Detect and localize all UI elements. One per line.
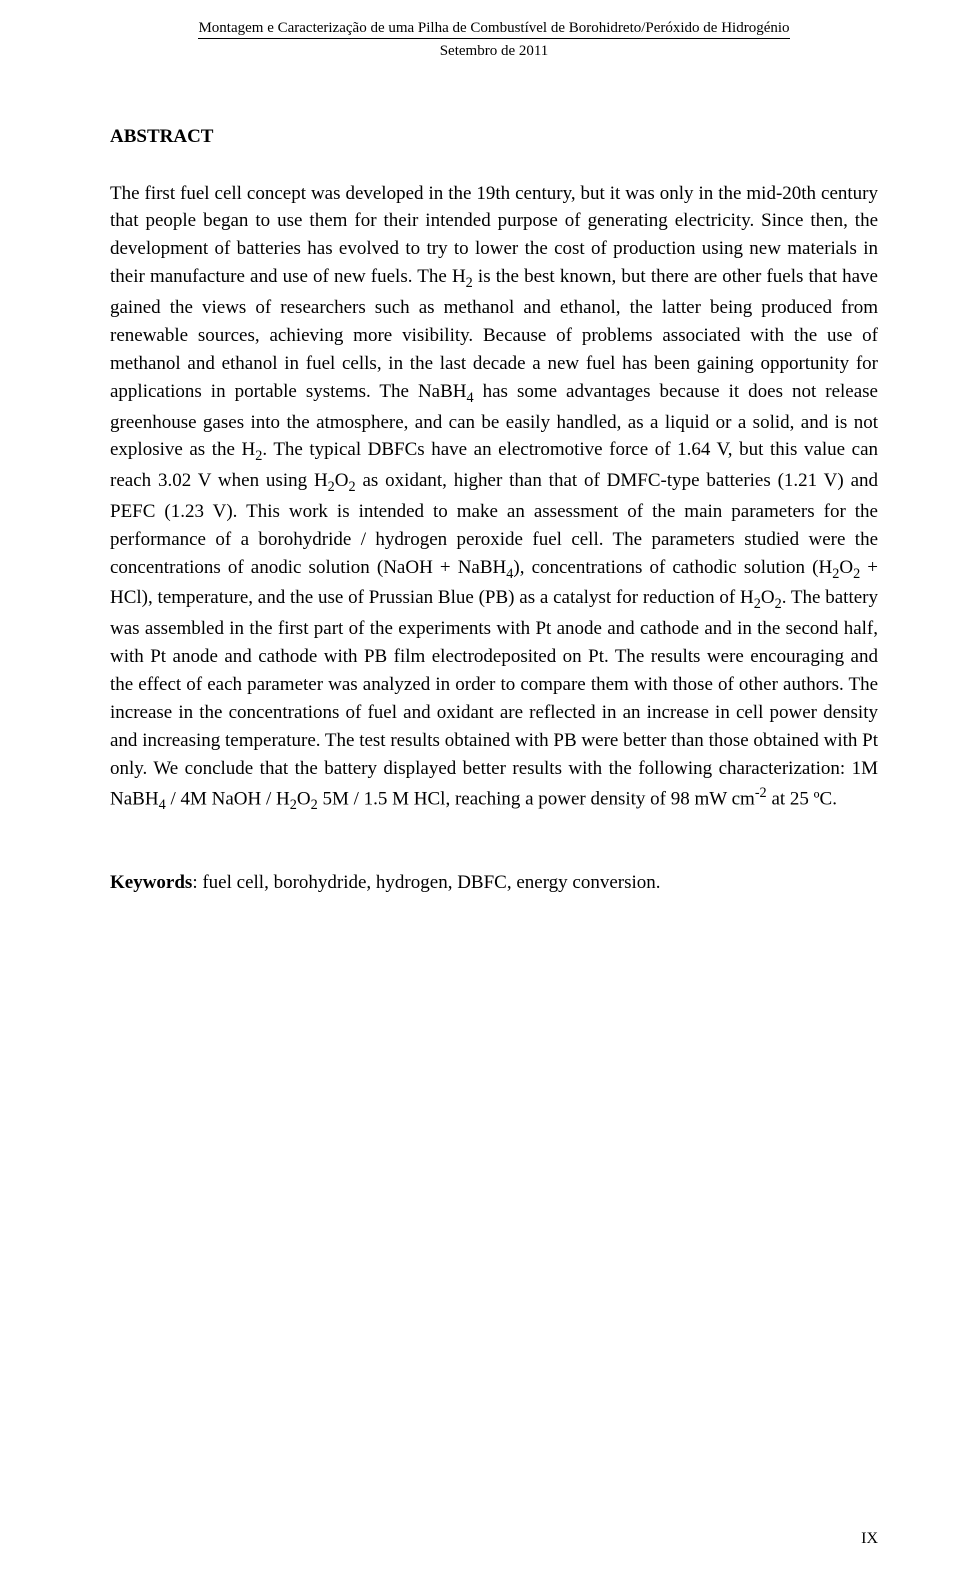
header-title: Montagem e Caracterização de uma Pilha d…	[198, 18, 789, 39]
keywords-label: Keywords	[110, 872, 192, 893]
abstract-body: The first fuel cell concept was develope…	[110, 180, 878, 816]
document-header: Montagem e Caracterização de uma Pilha d…	[110, 18, 878, 62]
keywords-text: : fuel cell, borohydride, hydrogen, DBFC…	[192, 872, 660, 893]
keywords-paragraph: Keywords: fuel cell, borohydride, hydrog…	[110, 872, 878, 894]
page-number: IX	[861, 1530, 878, 1548]
header-date: Setembro de 2011	[110, 41, 878, 61]
section-heading-abstract: ABSTRACT	[110, 126, 878, 148]
